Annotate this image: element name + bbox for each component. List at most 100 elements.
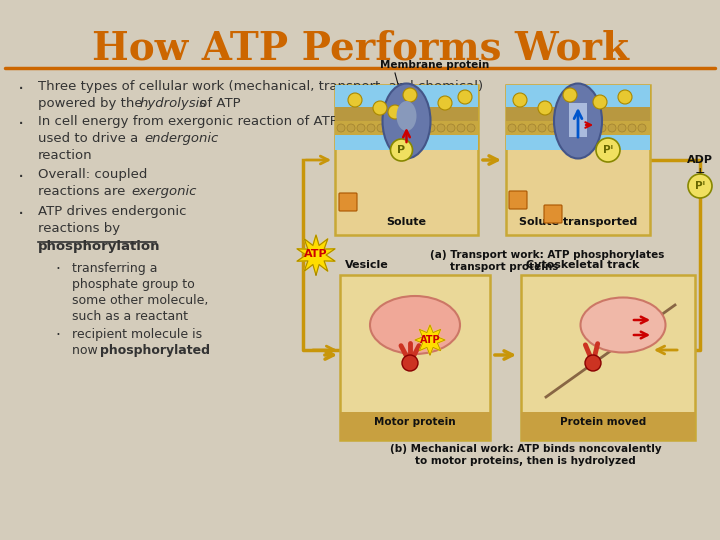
Circle shape — [373, 101, 387, 115]
Circle shape — [458, 90, 472, 104]
Circle shape — [528, 124, 536, 132]
Bar — [335, 85, 478, 150]
Text: recipient molecule is: recipient molecule is — [72, 328, 202, 341]
Circle shape — [588, 124, 596, 132]
Bar — [521, 412, 695, 440]
Text: ·: · — [18, 80, 24, 99]
Circle shape — [558, 124, 566, 132]
Text: used to drive a: used to drive a — [38, 132, 143, 145]
Text: ATP drives endergonic: ATP drives endergonic — [38, 205, 186, 218]
Circle shape — [407, 124, 415, 132]
Text: ·: · — [18, 168, 24, 187]
Text: powered by the: powered by the — [38, 97, 147, 110]
Circle shape — [427, 124, 435, 132]
Text: ·: · — [55, 262, 60, 277]
Ellipse shape — [397, 101, 416, 131]
Text: transport proteins: transport proteins — [450, 262, 559, 272]
Circle shape — [337, 124, 345, 132]
Text: exergonic: exergonic — [131, 185, 197, 198]
Text: ATP: ATP — [304, 249, 328, 259]
Circle shape — [608, 124, 616, 132]
Polygon shape — [297, 235, 335, 275]
Bar — [335, 85, 478, 235]
Text: Pᴵ: Pᴵ — [695, 181, 705, 191]
Text: hydrolysis: hydrolysis — [140, 97, 207, 110]
Circle shape — [513, 93, 527, 107]
Ellipse shape — [554, 84, 602, 159]
Text: Overall: coupled: Overall: coupled — [38, 168, 148, 181]
Circle shape — [578, 124, 586, 132]
Text: (a) Transport work: ATP phosphorylates: (a) Transport work: ATP phosphorylates — [430, 250, 665, 260]
FancyBboxPatch shape — [544, 205, 562, 223]
Circle shape — [628, 124, 636, 132]
Circle shape — [417, 124, 425, 132]
Text: Vesicle: Vesicle — [345, 260, 389, 270]
Circle shape — [548, 124, 556, 132]
Circle shape — [638, 124, 646, 132]
Text: phosphate group to: phosphate group to — [72, 278, 194, 291]
Circle shape — [447, 124, 455, 132]
Bar — [340, 275, 490, 440]
Circle shape — [397, 124, 405, 132]
Circle shape — [438, 96, 452, 110]
Text: Membrane protein: Membrane protein — [380, 60, 490, 70]
Text: phosphorylated: phosphorylated — [100, 344, 210, 357]
Circle shape — [388, 105, 402, 119]
Circle shape — [387, 124, 395, 132]
Text: of ATP: of ATP — [195, 97, 240, 110]
Circle shape — [367, 124, 375, 132]
Bar — [506, 85, 650, 150]
Circle shape — [508, 124, 516, 132]
Text: ATP: ATP — [420, 335, 441, 345]
Circle shape — [357, 124, 365, 132]
Circle shape — [688, 174, 712, 198]
Text: such as a reactant: such as a reactant — [72, 310, 188, 323]
Circle shape — [598, 124, 606, 132]
Text: In cell energy from exergonic reaction of ATP hydrolysis can be: In cell energy from exergonic reaction o… — [38, 115, 459, 128]
Text: Motor protein: Motor protein — [374, 417, 456, 427]
Circle shape — [538, 101, 552, 115]
Circle shape — [377, 124, 385, 132]
Bar — [335, 121, 478, 135]
Ellipse shape — [370, 296, 460, 354]
Text: reaction: reaction — [38, 149, 93, 162]
Circle shape — [538, 124, 546, 132]
Circle shape — [457, 124, 465, 132]
Text: (b) Mechanical work: ATP binds noncovalently: (b) Mechanical work: ATP binds noncovale… — [390, 444, 662, 454]
Circle shape — [596, 138, 620, 162]
Bar — [335, 107, 478, 121]
Text: reactions by: reactions by — [38, 222, 120, 235]
Text: P: P — [397, 145, 405, 155]
Bar — [506, 121, 650, 135]
FancyBboxPatch shape — [509, 191, 527, 209]
Circle shape — [593, 95, 607, 109]
Bar — [506, 107, 650, 121]
Circle shape — [437, 124, 445, 132]
Ellipse shape — [580, 298, 665, 353]
Bar — [521, 275, 695, 440]
Text: ·: · — [55, 328, 60, 343]
Circle shape — [402, 355, 418, 371]
Text: now: now — [72, 344, 102, 357]
Bar — [340, 412, 490, 440]
Text: reactions are: reactions are — [38, 185, 130, 198]
Text: ·: · — [18, 115, 24, 134]
Bar — [569, 103, 587, 137]
Circle shape — [585, 355, 601, 371]
Polygon shape — [415, 325, 445, 355]
Circle shape — [403, 88, 417, 102]
Text: Three types of cellular work (mechanical, transport, and chemical): Three types of cellular work (mechanical… — [38, 80, 483, 93]
Text: endergonic: endergonic — [144, 132, 218, 145]
Circle shape — [618, 90, 632, 104]
Text: some other molecule,: some other molecule, — [72, 294, 208, 307]
Text: Protein moved: Protein moved — [560, 417, 646, 427]
Text: ·: · — [18, 205, 24, 224]
Circle shape — [348, 93, 362, 107]
Circle shape — [568, 124, 576, 132]
Circle shape — [563, 88, 577, 102]
Circle shape — [390, 139, 413, 161]
FancyBboxPatch shape — [339, 193, 357, 211]
Text: phosphorylation: phosphorylation — [38, 240, 161, 253]
Text: Cytoskeletal track: Cytoskeletal track — [526, 260, 639, 270]
Text: ADP: ADP — [687, 155, 713, 165]
